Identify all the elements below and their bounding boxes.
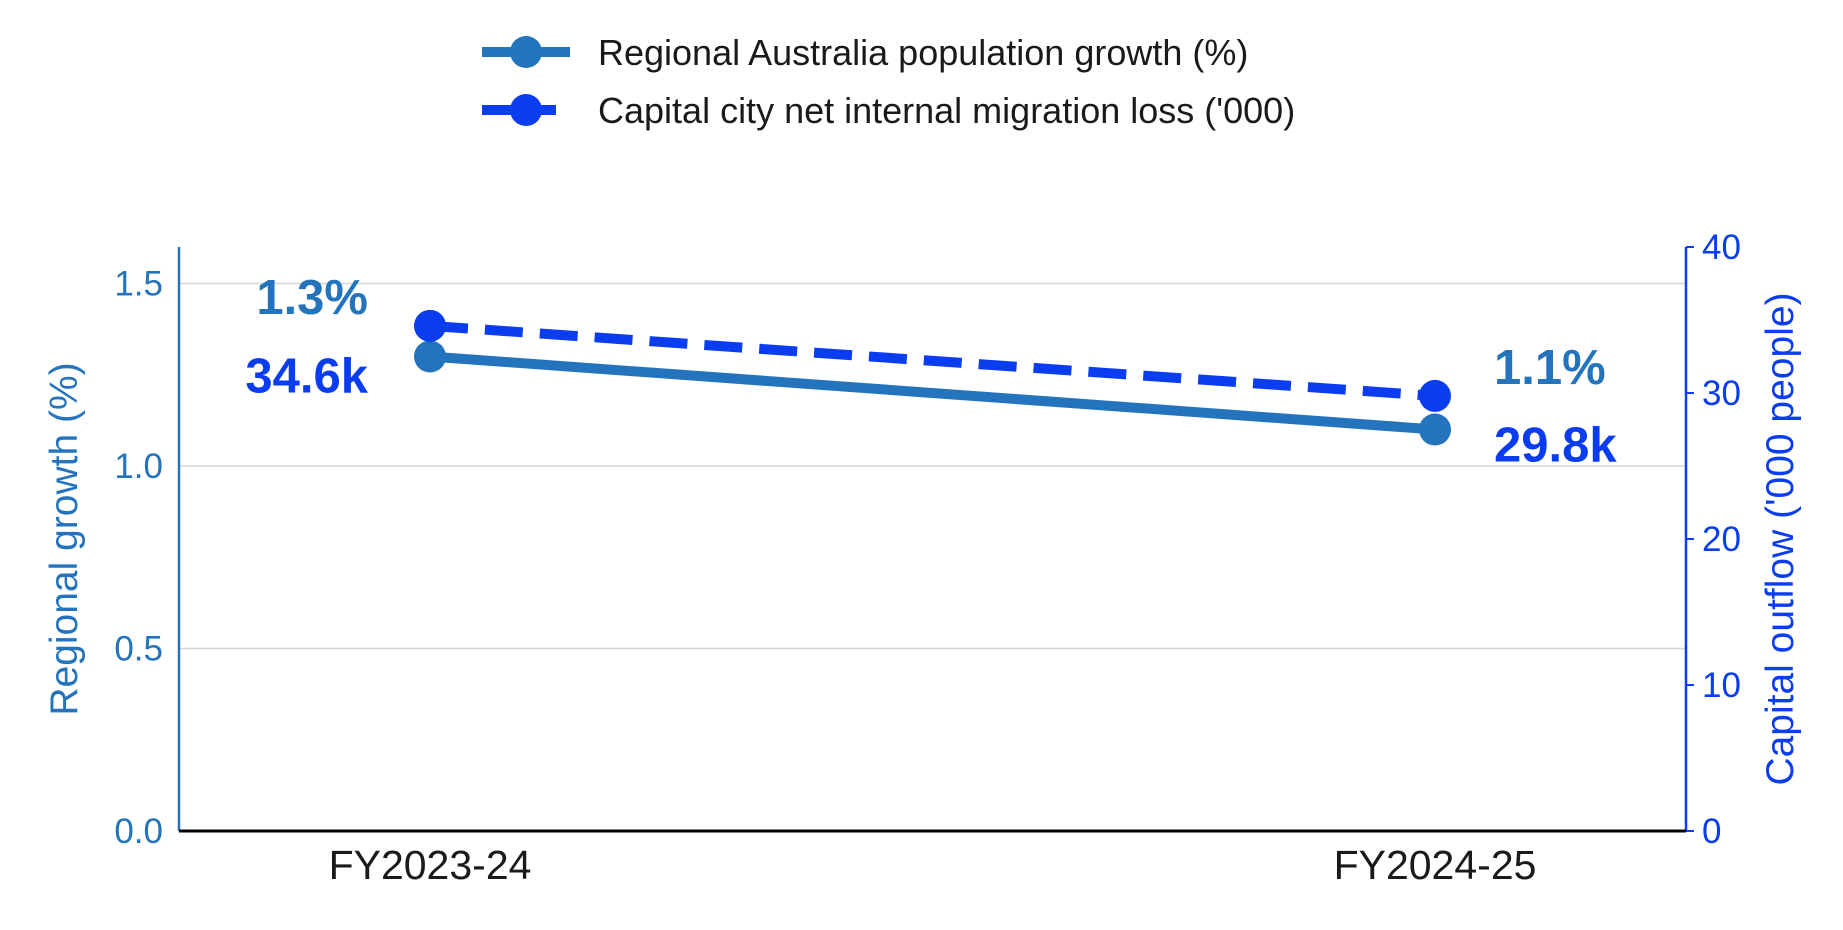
data-labels: 1.3% 34.6k 1.1% 29.8k [245, 271, 1617, 473]
series-line-2 [429, 320, 1436, 401]
series-2-point [1419, 379, 1451, 412]
right-tick-label: 20 [1702, 520, 1741, 559]
data-label: 1.3% [256, 271, 368, 325]
series-line-1 [429, 351, 1436, 435]
legend-label: Regional Australia population growth (%) [598, 32, 1248, 73]
x-tick-label: FY2023-24 [329, 842, 532, 888]
right-tick-label: 40 [1702, 228, 1741, 267]
series-1-point [414, 340, 446, 373]
left-tick-label: 1.5 [114, 265, 163, 304]
right-axis-title: Capital outflow ('000 people) [1759, 292, 1802, 785]
right-tick-label: 10 [1702, 666, 1741, 705]
legend-label: Capital city net internal migration loss… [598, 90, 1295, 131]
legend-swatch-marker [510, 94, 542, 126]
left-axis-title: Regional growth (%) [43, 362, 86, 715]
legend: Regional Australia population growth (%)… [482, 32, 1295, 131]
gridlines [179, 282, 1686, 650]
series-1-point [1419, 413, 1451, 446]
left-tick-label: 0.5 [114, 630, 163, 669]
series-2-point [414, 309, 446, 342]
legend-swatch-marker [510, 36, 542, 68]
data-label: 29.8k [1494, 419, 1617, 473]
axes: 0.0 0.5 1.0 1.5 0 10 20 30 40 FY2023-24 FY2024-25 R… [43, 228, 1802, 888]
x-tick-label: FY2024-25 [1334, 842, 1537, 888]
data-label: 34.6k [245, 350, 368, 404]
left-tick-label: 1.0 [114, 447, 163, 486]
right-tick-label: 0 [1702, 812, 1721, 851]
data-label: 1.1% [1494, 341, 1606, 395]
series-layer [414, 309, 1451, 446]
left-tick-label: 0.0 [114, 812, 163, 851]
right-tick-label: 30 [1702, 374, 1741, 413]
